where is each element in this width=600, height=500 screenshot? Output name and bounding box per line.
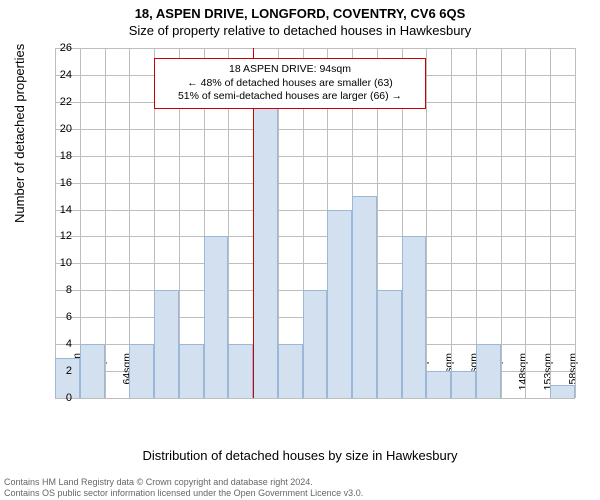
histogram-bar [228, 344, 253, 398]
y-tick-label: 20 [42, 123, 72, 135]
gridline-v [550, 48, 551, 398]
histogram-bar [80, 344, 105, 398]
gridline-h [55, 48, 575, 49]
histogram-bar [451, 371, 476, 398]
y-tick-label: 18 [42, 150, 72, 162]
annotation-line3: 51% of semi-detached houses are larger (… [178, 90, 402, 102]
histogram-bar [377, 290, 402, 398]
gridline-h [55, 156, 575, 157]
y-tick-label: 26 [42, 42, 72, 54]
histogram-bar [476, 344, 501, 398]
subtitle: Size of property relative to detached ho… [0, 21, 600, 38]
y-tick-label: 4 [42, 338, 72, 350]
chart-container: 18, ASPEN DRIVE, LONGFORD, COVENTRY, CV6… [0, 0, 600, 500]
histogram-bar [352, 196, 377, 398]
y-tick-label: 6 [42, 311, 72, 323]
x-tick-label: 148sqm [517, 353, 529, 403]
y-tick-label: 12 [42, 230, 72, 242]
y-tick-label: 24 [42, 69, 72, 81]
gridline-v [525, 48, 526, 398]
x-axis-label: Distribution of detached houses by size … [0, 448, 600, 463]
gridline-v [501, 48, 502, 398]
histogram-bar [129, 344, 154, 398]
plot-region: 53sqm58sqm64sqm69sqm74sqm79sqm85sqm90sqm… [55, 48, 575, 398]
gridline-h [55, 236, 575, 237]
histogram-bar [402, 236, 427, 398]
footer-text: Contains HM Land Registry data © Crown c… [4, 477, 363, 499]
y-tick-label: 2 [42, 365, 72, 377]
footer-line2: Contains OS public sector information li… [4, 488, 363, 498]
histogram-bar [253, 102, 278, 398]
gridline-v [426, 48, 427, 398]
chart-area: 53sqm58sqm64sqm69sqm74sqm79sqm85sqm90sqm… [55, 48, 575, 398]
gridline-v [105, 48, 106, 398]
y-tick-label: 16 [42, 177, 72, 189]
annotation-line2: ← 48% of detached houses are smaller (63… [187, 77, 392, 89]
y-tick-label: 22 [42, 96, 72, 108]
histogram-bar [154, 290, 179, 398]
gridline-v [575, 48, 576, 398]
footer-line1: Contains HM Land Registry data © Crown c… [4, 477, 313, 487]
histogram-bar [204, 236, 229, 398]
gridline-h [55, 263, 575, 264]
histogram-bar [303, 290, 328, 398]
y-tick-label: 0 [42, 392, 72, 404]
histogram-bar [327, 210, 352, 398]
main-title: 18, ASPEN DRIVE, LONGFORD, COVENTRY, CV6… [0, 0, 600, 21]
histogram-bar [426, 371, 451, 398]
y-tick-label: 14 [42, 204, 72, 216]
y-axis-label: Number of detached properties [12, 44, 27, 223]
annotation-box: 18 ASPEN DRIVE: 94sqm ← 48% of detached h… [154, 58, 426, 109]
y-tick-label: 8 [42, 284, 72, 296]
gridline-v [451, 48, 452, 398]
histogram-bar [179, 344, 204, 398]
gridline-h [55, 210, 575, 211]
y-tick-label: 10 [42, 257, 72, 269]
gridline-h [55, 129, 575, 130]
histogram-bar [278, 344, 303, 398]
annotation-line1: 18 ASPEN DRIVE: 94sqm [229, 63, 351, 75]
gridline-h [55, 183, 575, 184]
histogram-bar [550, 385, 575, 398]
